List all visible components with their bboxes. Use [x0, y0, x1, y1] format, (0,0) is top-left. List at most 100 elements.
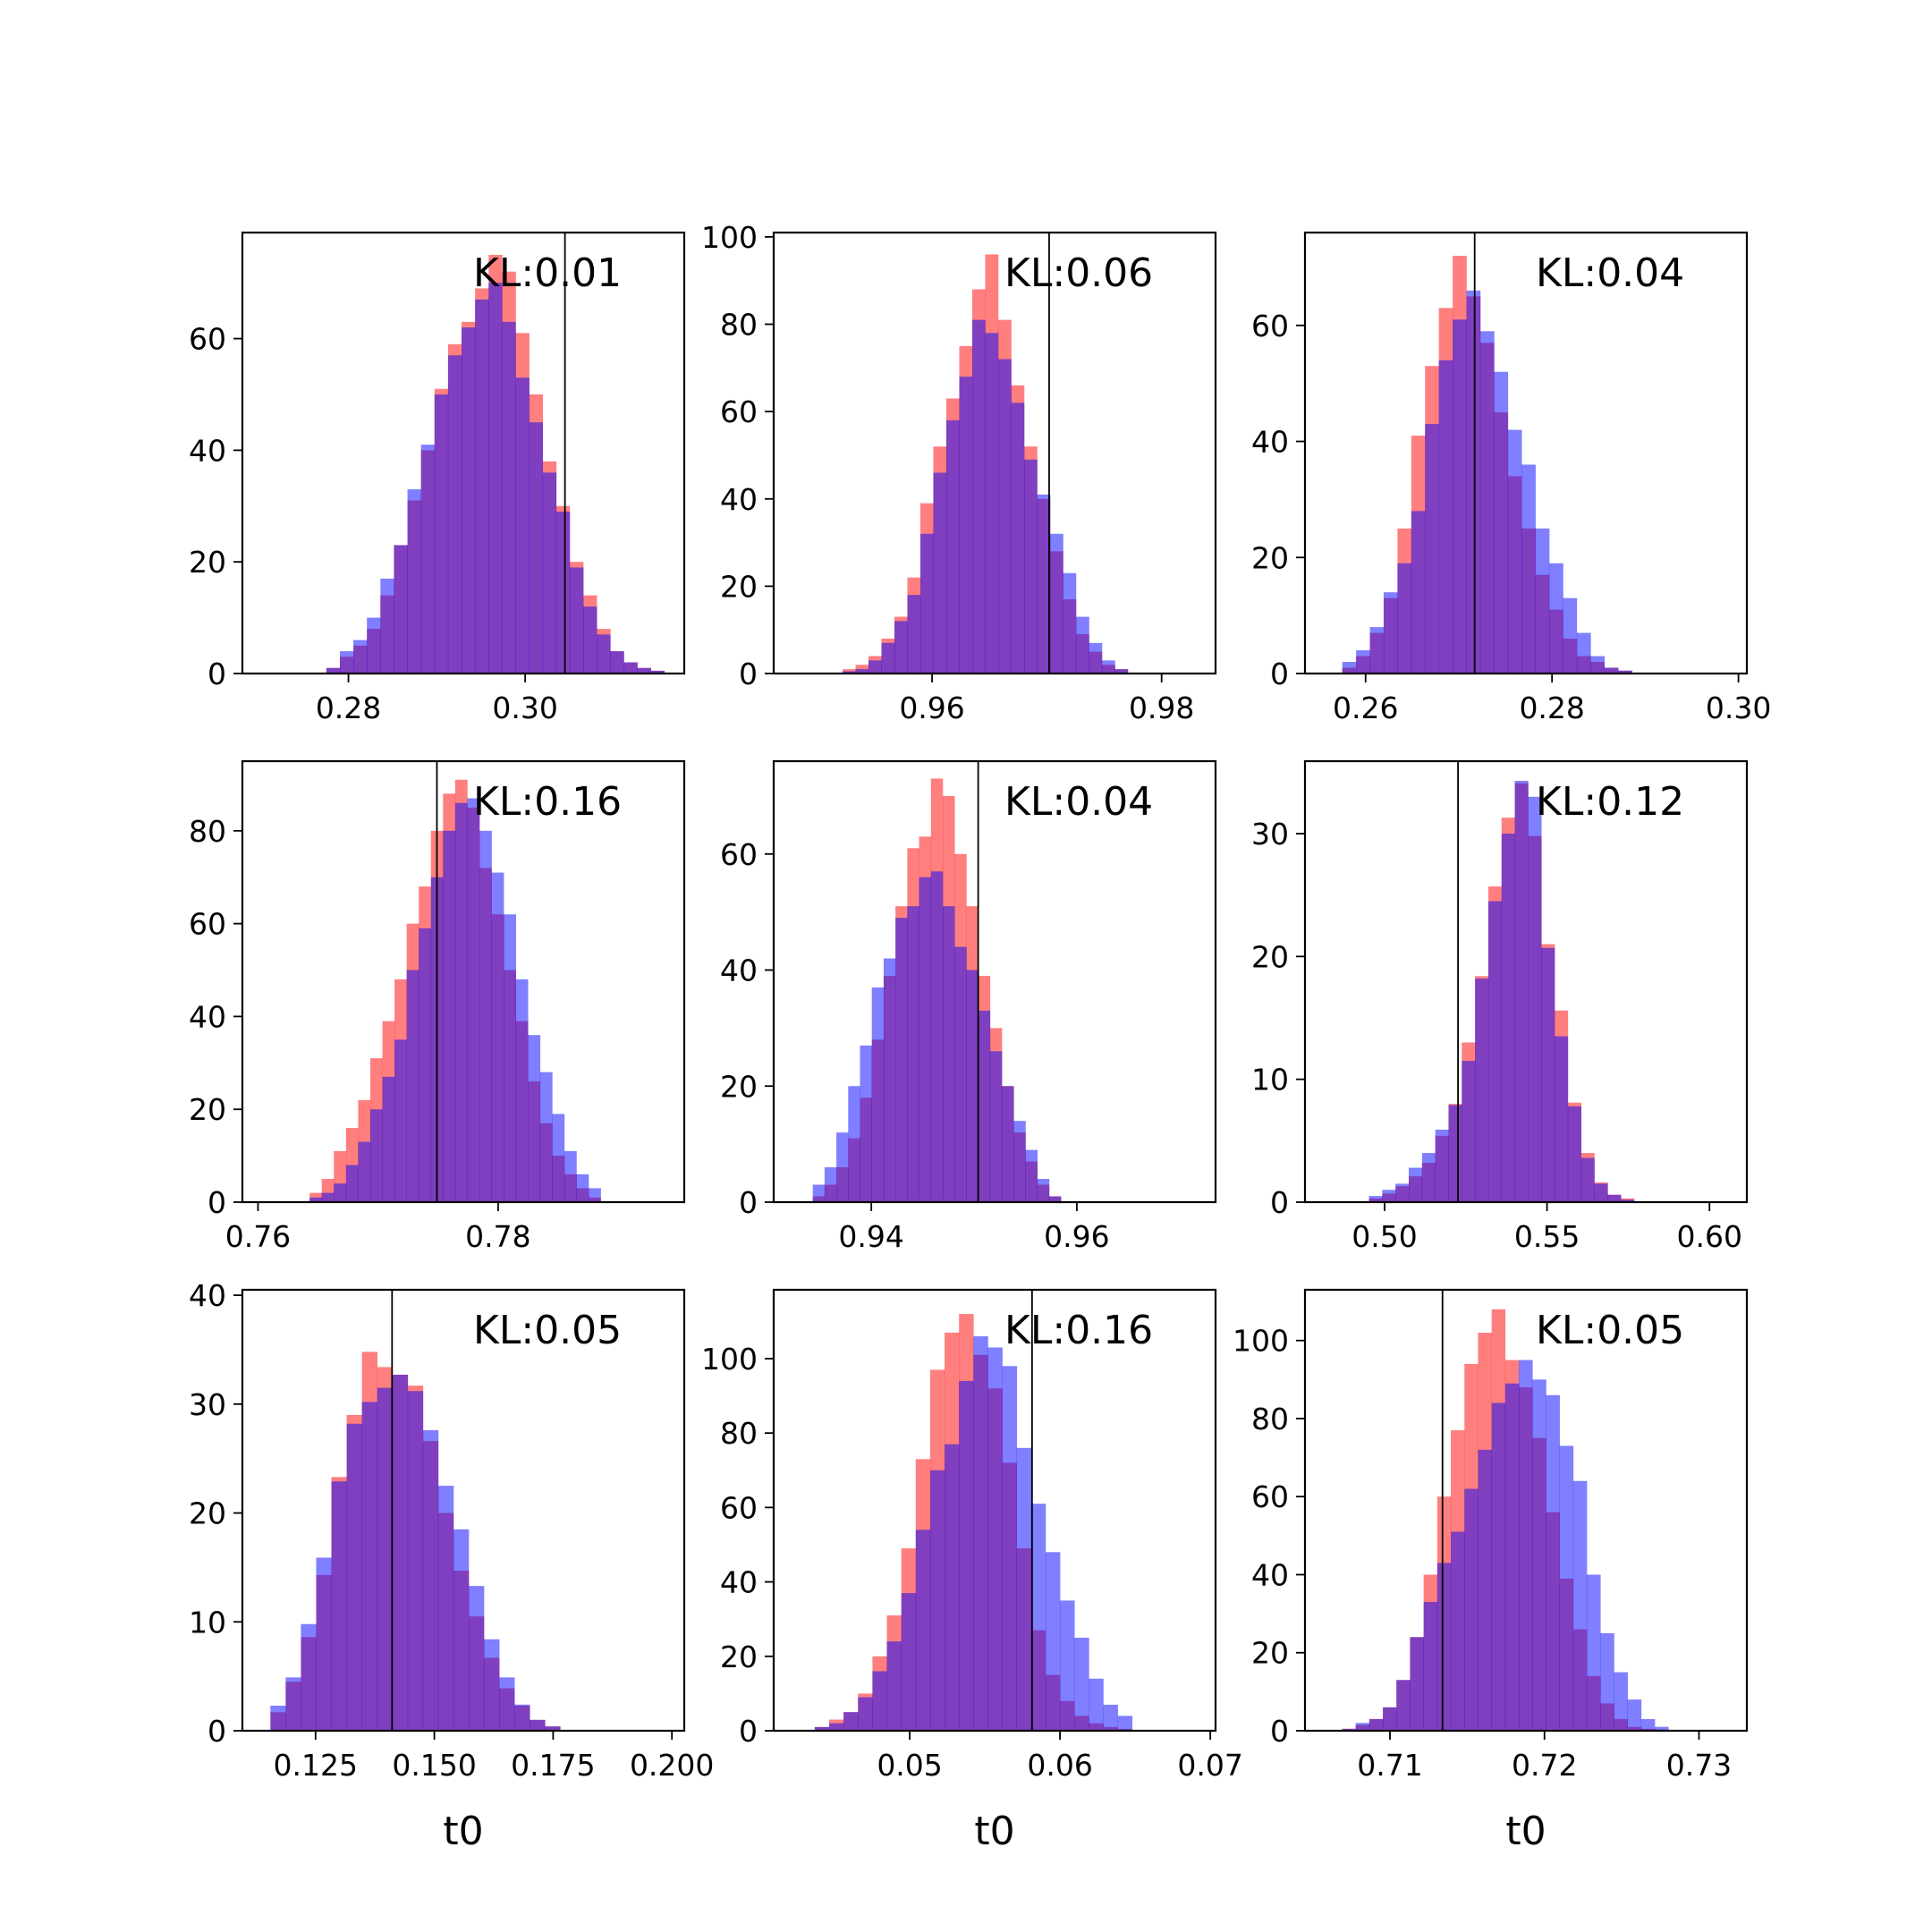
histogram-bar-blue — [1491, 1402, 1506, 1731]
histogram-bar-blue — [881, 642, 895, 674]
histogram-bar-blue — [1479, 331, 1495, 674]
histogram-bar-blue — [1528, 796, 1542, 1202]
histogram-bar-blue — [1640, 1718, 1656, 1731]
histogram-bar-blue — [1101, 660, 1115, 674]
histogram-panel-3: 0.26 0.28 0.30 0 20 40 60 KL:0.04 — [1251, 231, 1771, 725]
histogram-bar-blue — [369, 1109, 383, 1202]
axes-frame — [241, 759, 686, 1204]
y-tick-label: 0 — [208, 1185, 226, 1220]
y-tick-label: 100 — [701, 1342, 758, 1377]
x-axis-label: t0 — [1505, 1809, 1546, 1854]
x-tick-label: 0.96 — [899, 691, 964, 725]
axes-frame — [1303, 759, 1749, 1204]
plot-area — [812, 761, 1062, 1202]
y-tick-label: 60 — [1251, 1479, 1289, 1514]
histogram-bar-blue — [358, 1141, 371, 1202]
histogram-bar-blue — [1535, 528, 1550, 674]
histogram-bar-blue — [1600, 1632, 1614, 1731]
y-tick-label: 80 — [720, 1416, 758, 1451]
y-tick-label: 100 — [701, 220, 758, 255]
plot-area — [1342, 1290, 1669, 1731]
histogram-bar-blue — [1466, 290, 1481, 674]
x-tick-label: 0.96 — [1044, 1219, 1109, 1254]
histogram-bar-blue — [1567, 1106, 1581, 1202]
y-tick-label: 40 — [1251, 425, 1289, 460]
histogram-bar-blue — [1421, 1153, 1436, 1202]
histogram-bar-blue — [1587, 1574, 1601, 1731]
x-tick-label: 0.76 — [225, 1219, 291, 1254]
histogram-bar-blue — [814, 1726, 830, 1731]
histogram-bar-blue — [895, 918, 908, 1202]
y-tick-label: 0 — [1270, 657, 1289, 691]
axes-frame — [772, 759, 1217, 1204]
histogram-bar-blue — [945, 419, 960, 674]
histogram-bar-blue — [1355, 1723, 1370, 1731]
histogram-bar-blue — [954, 946, 967, 1202]
histogram-bar-blue — [514, 1704, 530, 1731]
histogram-bar-blue — [406, 970, 419, 1202]
y-tick-label: 40 — [1251, 1557, 1289, 1592]
histogram-bar-blue — [479, 830, 492, 1202]
histogram-bar-blue — [1013, 1121, 1026, 1202]
histogram-bar-blue — [1002, 1366, 1017, 1731]
histogram-bar-blue — [871, 987, 885, 1202]
histogram-bar-blue — [1117, 1716, 1133, 1731]
histogram-bar-blue — [1487, 901, 1503, 1202]
histogram-bar-blue — [1074, 1637, 1089, 1731]
series-blue — [814, 1336, 1133, 1731]
histogram-bar-blue — [270, 1706, 286, 1731]
y-tick-label: 60 — [189, 322, 226, 357]
histogram-bar-blue — [467, 798, 480, 1202]
histogram-bar-blue — [1089, 642, 1103, 674]
histogram-bar-blue — [453, 1529, 470, 1731]
histogram-bar-blue — [583, 606, 597, 674]
histogram-bar-blue — [334, 1183, 347, 1202]
histogram-bar-blue — [1462, 1061, 1476, 1202]
histogram-bar-blue — [1030, 1504, 1046, 1731]
series-blue — [309, 798, 601, 1202]
histogram-bar-blue — [462, 327, 476, 674]
x-tick-label: 0.125 — [274, 1748, 358, 1783]
y-tick-label: 80 — [720, 308, 758, 343]
x-tick-label: 0.72 — [1512, 1748, 1577, 1783]
panels: 0.28 0.30 0 20 40 60 KL:0.01 0.96 0.98 0 20 40 60 80 1… — [189, 220, 1771, 1854]
histogram-bar-blue — [502, 321, 516, 674]
histogram-panel-2: 0.96 0.98 0 20 40 60 80 100 KL:0.06 — [701, 220, 1217, 725]
y-tick-label: 20 — [189, 1496, 226, 1531]
histogram-bar-blue — [1356, 650, 1370, 674]
histogram-bar-blue — [1383, 1707, 1397, 1731]
histogram-bar-blue — [929, 1470, 945, 1731]
kl-annotation: KL:0.04 — [1536, 250, 1684, 296]
histogram-bar-blue — [346, 1423, 362, 1731]
histogram-bar-blue — [1576, 632, 1591, 674]
histogram-bar-blue — [1448, 1105, 1462, 1202]
x-tick-label: 0.60 — [1676, 1219, 1741, 1254]
histogram-bar-blue — [1504, 1383, 1520, 1731]
histogram-bar-blue — [331, 1481, 347, 1731]
histogram-bar-blue — [1011, 402, 1025, 674]
histogram-bar-blue — [1594, 1183, 1608, 1202]
x-tick-label: 0.28 — [316, 691, 381, 725]
histogram-bar-blue — [1016, 1447, 1032, 1731]
histogram-bar-blue — [650, 670, 665, 674]
y-tick-label: 40 — [189, 433, 226, 468]
histogram-bar-blue — [610, 651, 624, 674]
kl-annotation: KL:0.05 — [473, 1308, 622, 1353]
histogram-panel-8: 0.05 0.06 0.07 0 20 40 60 80 100 KL:0.16 t0 — [701, 1288, 1243, 1854]
y-tick-label: 10 — [1251, 1063, 1289, 1097]
x-axis-label: t0 — [974, 1809, 1014, 1854]
histogram-bar-blue — [552, 1114, 565, 1202]
histogram-bar-blue — [1555, 1036, 1569, 1202]
histogram-bar-blue — [1604, 667, 1619, 674]
histogram-bar-blue — [394, 1039, 407, 1202]
histogram-bar-blue — [1614, 1672, 1628, 1731]
histogram-bar-blue — [1541, 947, 1555, 1202]
x-tick-label: 0.175 — [511, 1748, 595, 1783]
axes-frame — [241, 231, 686, 675]
histogram-bar-blue — [1369, 627, 1385, 674]
x-tick-label: 0.30 — [1706, 691, 1771, 725]
histogram-bar-blue — [945, 1444, 960, 1731]
histogram-bar-blue — [1410, 1637, 1424, 1731]
histogram-bar-blue — [894, 621, 908, 674]
